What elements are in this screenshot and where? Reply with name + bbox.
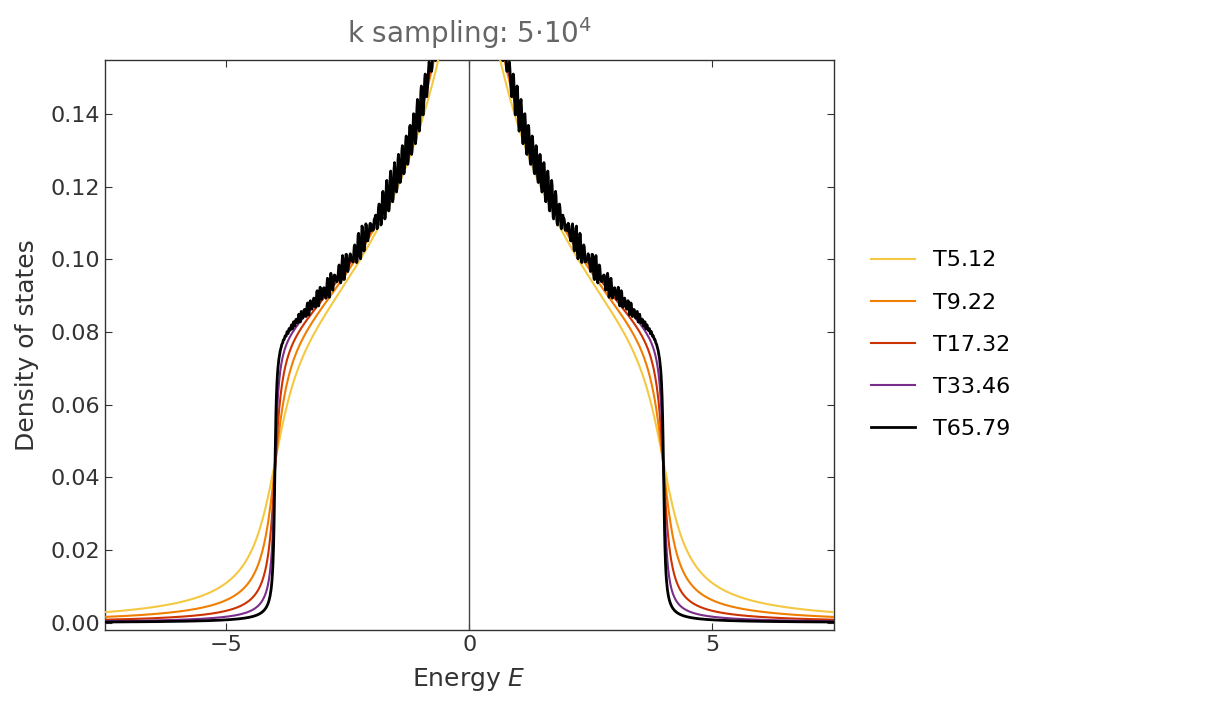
T5.12	[97, 608, 112, 617]
T33.46	[512, 112, 527, 120]
T65.79	[153, 617, 168, 626]
T33.46	[97, 617, 112, 625]
T33.46	[434, 0, 449, 8]
T5.12	[422, 92, 437, 101]
T33.46	[153, 616, 168, 624]
T17.32	[406, 127, 421, 136]
Line: T65.79: T65.79	[105, 0, 834, 622]
T17.32	[422, 72, 437, 80]
T9.22	[512, 117, 527, 125]
T5.12	[406, 141, 421, 149]
T5.12	[153, 602, 168, 610]
T9.22	[97, 612, 112, 621]
T65.79	[512, 111, 527, 120]
T17.32	[97, 615, 112, 624]
T5.12	[512, 127, 527, 136]
Line: T9.22: T9.22	[105, 0, 834, 617]
T9.22	[153, 609, 168, 617]
Y-axis label: Density of states: Density of states	[15, 239, 39, 451]
T65.79	[97, 618, 112, 627]
Line: T33.46: T33.46	[105, 0, 834, 621]
T65.79	[434, 0, 449, 8]
T9.22	[406, 131, 421, 139]
T5.12	[434, 39, 449, 47]
T17.32	[512, 113, 527, 122]
T9.22	[422, 77, 437, 86]
T33.46	[406, 125, 421, 133]
Title: k sampling: $5{\cdot}10^4$: k sampling: $5{\cdot}10^4$	[347, 15, 591, 51]
Line: T5.12: T5.12	[105, 0, 834, 612]
T33.46	[184, 615, 198, 624]
T65.79	[184, 617, 198, 625]
X-axis label: Energy $E$: Energy $E$	[413, 666, 526, 693]
T65.79	[406, 110, 421, 118]
T9.22	[184, 605, 198, 614]
T17.32	[826, 615, 841, 624]
T33.46	[422, 69, 437, 77]
T17.32	[153, 614, 168, 622]
T65.79	[422, 57, 437, 66]
Legend: T5.12, T9.22, T17.32, T33.46, T65.79: T5.12, T9.22, T17.32, T33.46, T65.79	[859, 239, 1021, 450]
Line: T17.32: T17.32	[105, 0, 834, 620]
T17.32	[184, 612, 198, 620]
T33.46	[826, 617, 841, 625]
T65.79	[826, 618, 841, 627]
T17.32	[434, 2, 449, 11]
T5.12	[184, 595, 198, 604]
T5.12	[826, 608, 841, 617]
T9.22	[826, 612, 841, 621]
T9.22	[434, 13, 449, 21]
